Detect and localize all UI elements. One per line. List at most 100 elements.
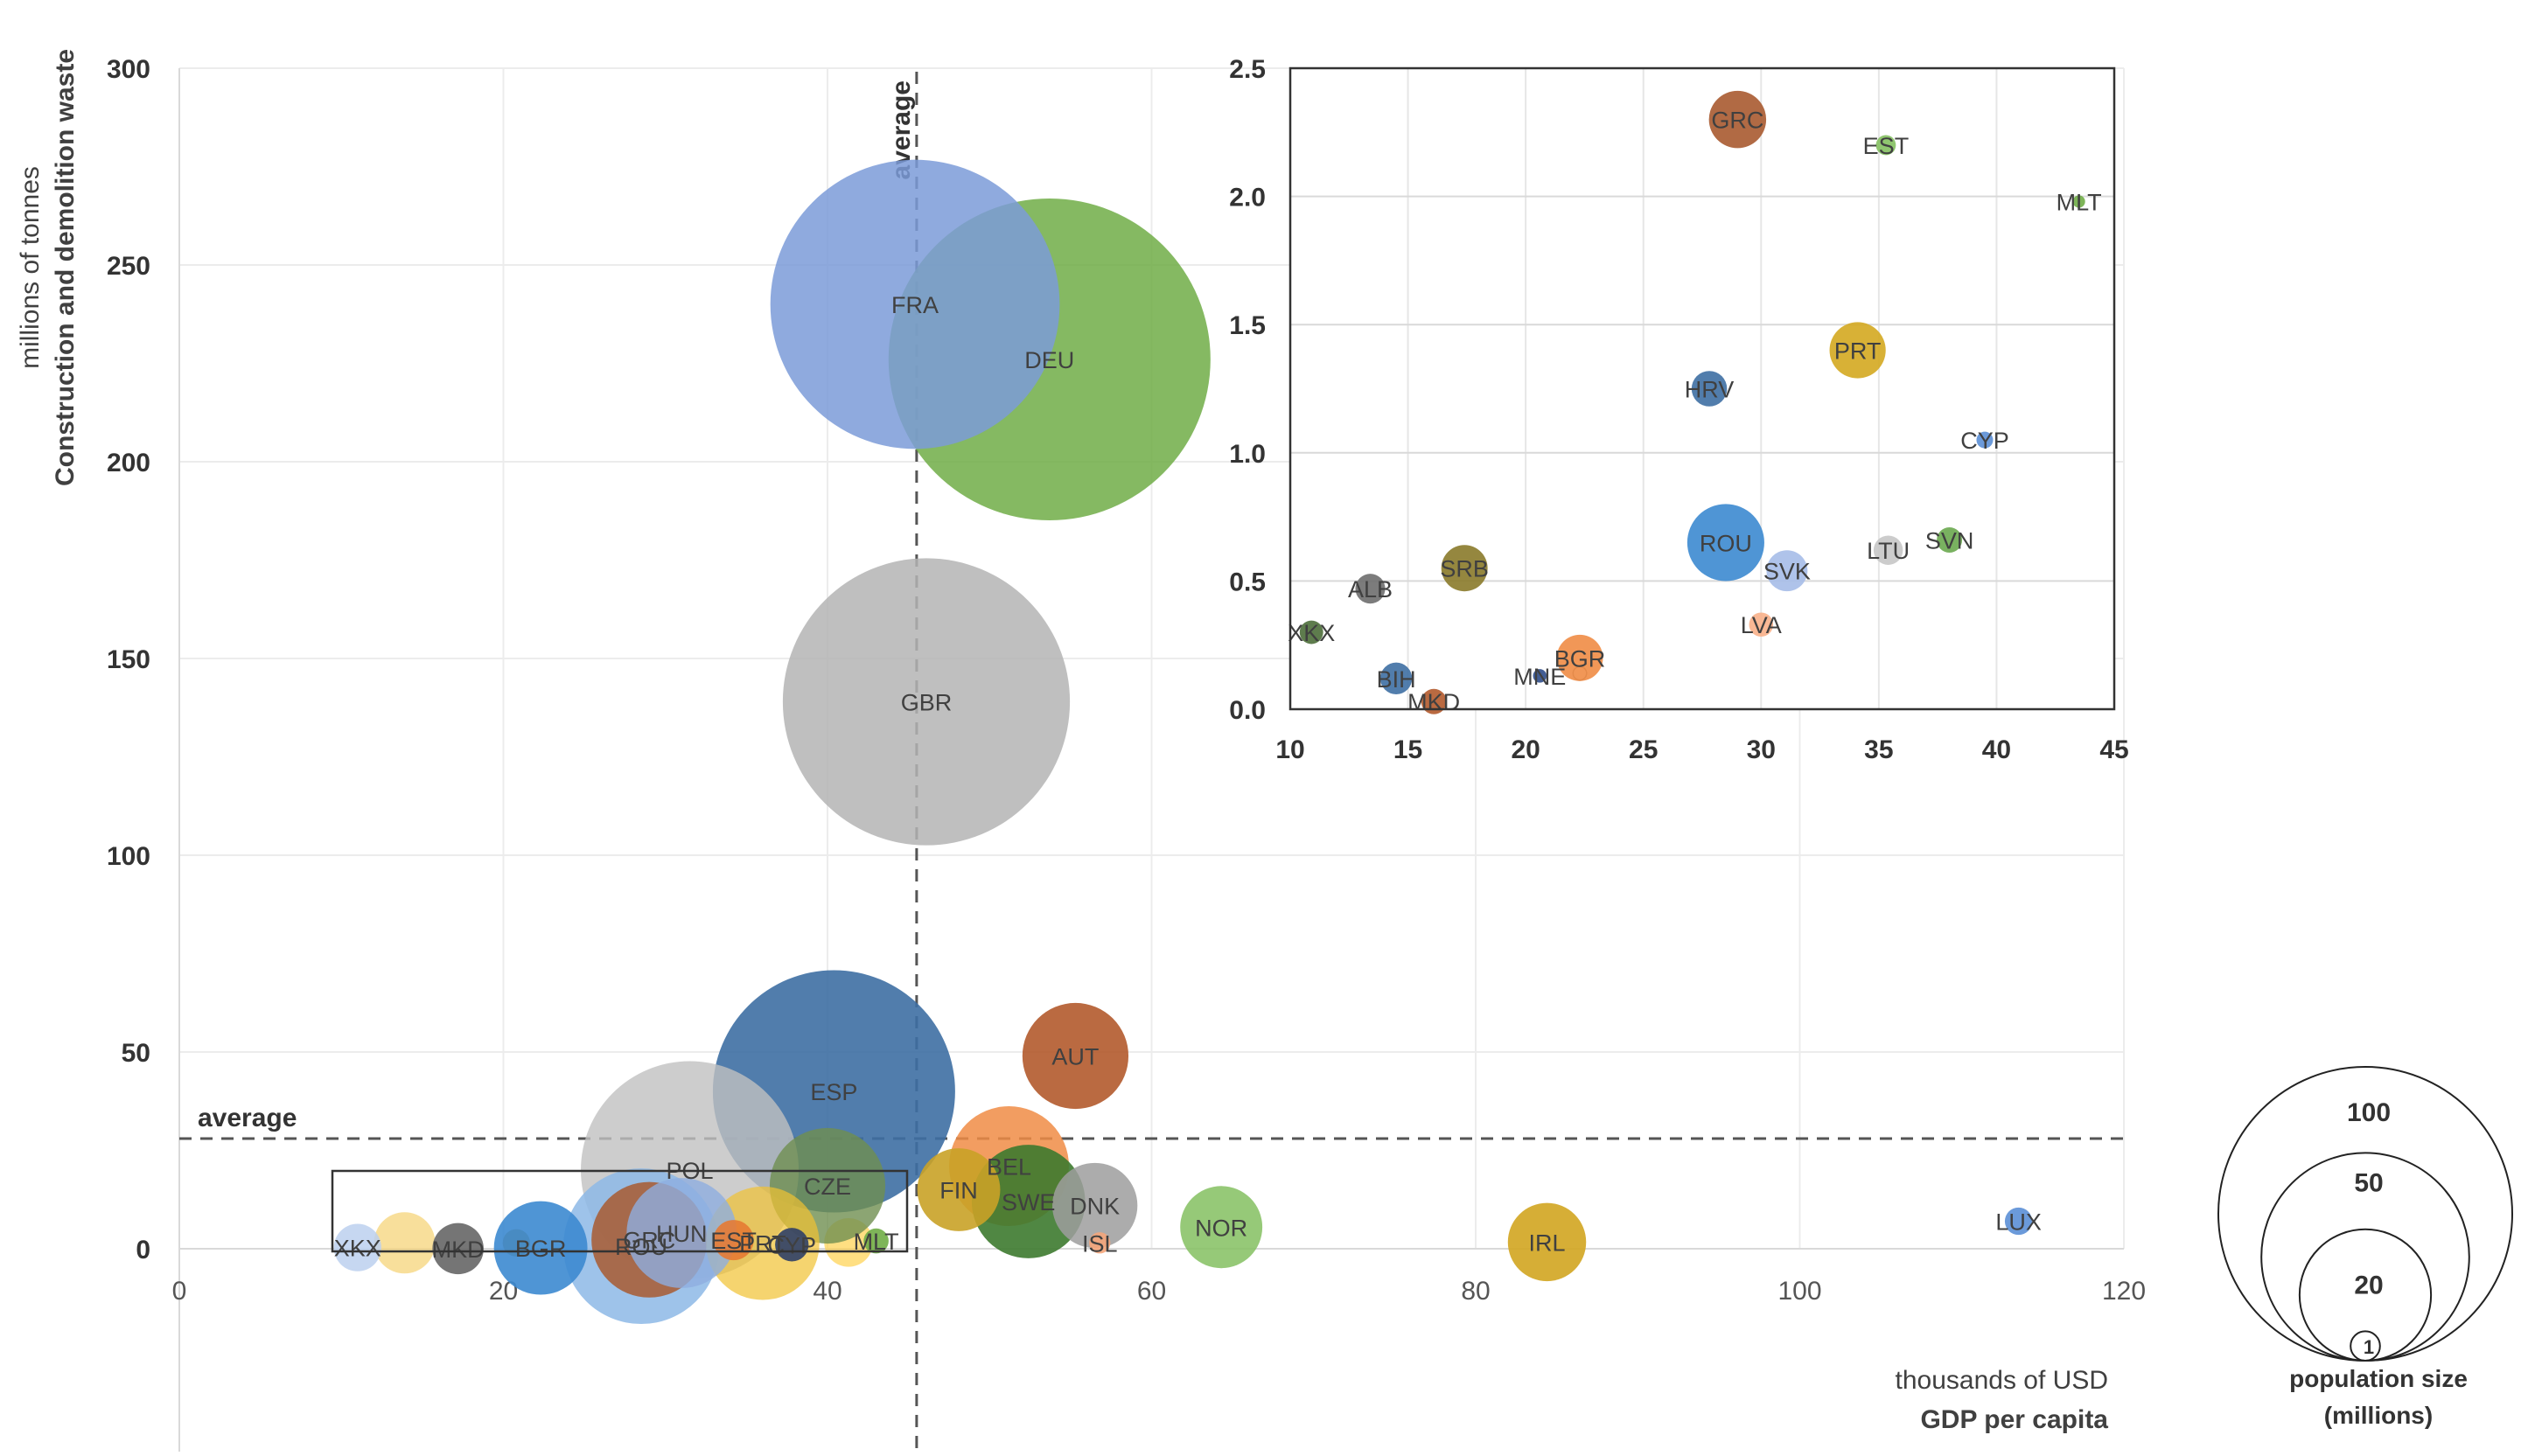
bubble-label-aut: AUT xyxy=(1051,1044,1099,1070)
bubble-label-prt: PRT xyxy=(739,1231,786,1257)
main-y-tick-label: 250 xyxy=(107,252,150,281)
inset-bubble-label-bih: BIH xyxy=(1377,666,1416,693)
inset-bubble-xkx xyxy=(1299,620,1323,644)
bubble-fra xyxy=(770,159,1060,449)
inset-bubble-label-bgr: BGR xyxy=(1554,645,1606,672)
main-y-tick-label: 0 xyxy=(136,1236,150,1264)
inset-gridlines xyxy=(1290,68,2114,709)
inset-bubble-rou xyxy=(1686,504,1764,582)
x-axis-title: GDP per capita xyxy=(1920,1405,2108,1434)
inset-bubble-label-mkd: MKD xyxy=(1407,689,1460,715)
legend-title-line2: (millions) xyxy=(2324,1402,2433,1429)
inset-bubble-label-alb: ALB xyxy=(1348,576,1393,603)
inset-bubble-label-svk: SVK xyxy=(1763,559,1811,585)
inset-tick-labels: 10 15 20 25 30 35 40 45 0.0 0.5 1.0 1.5 2.0 2.5 xyxy=(1229,55,2128,764)
bubble-label-lux: LUX xyxy=(1995,1209,2042,1236)
inset-bubble-mkd xyxy=(1421,688,1447,714)
inset-bubble-label-svn: SVN xyxy=(1925,527,1974,554)
main-x-tick-label: 60 xyxy=(1137,1277,1166,1306)
bubble-irl xyxy=(1507,1202,1587,1282)
y-average-label: average xyxy=(198,1104,297,1132)
bubble-cyp xyxy=(775,1228,809,1262)
inset-x-tick-label: 15 xyxy=(1393,735,1422,764)
bubble-label-dnk: DNK xyxy=(1070,1194,1120,1220)
inset-y-tick-label: 2.5 xyxy=(1229,55,1266,84)
inset-bubble-mne xyxy=(1533,669,1547,683)
inset-bubble-srb xyxy=(1441,545,1488,592)
bubble-nor xyxy=(1180,1186,1263,1269)
inset-y-tick-label: 2.0 xyxy=(1229,184,1266,212)
legend-circle-1 xyxy=(2350,1330,2381,1362)
bubble-label-cze: CZE xyxy=(804,1174,851,1200)
inset-x-tick-label: 35 xyxy=(1864,735,1893,764)
main-y-tick-label: 150 xyxy=(107,645,150,674)
bubble-label-bel: BEL xyxy=(987,1154,1031,1181)
bubble-label-hun: HUN xyxy=(656,1221,708,1247)
y-axis-title: Construction and demolition waste xyxy=(51,49,80,486)
inset-bubble-label-prt: PRT xyxy=(1834,338,1882,365)
inset-bubble-prt xyxy=(1829,322,1886,379)
inset-x-tick-label: 10 xyxy=(1275,735,1304,764)
inset-bubble-label-srb: SRB xyxy=(1440,556,1489,582)
inset-bubble-bgr xyxy=(1556,634,1603,681)
inset-bubble-grc xyxy=(1708,90,1767,149)
bubble-label-fin: FIN xyxy=(939,1178,978,1204)
legend-label-1: 1 xyxy=(2364,1336,2374,1358)
inset-bubble-label-ltu: LTU xyxy=(1867,538,1910,564)
bubble-aut xyxy=(1022,1002,1129,1110)
inset-bubble-label-cyp: CYP xyxy=(1960,428,2009,454)
bubble-label-isl: ISL xyxy=(1082,1230,1118,1257)
inset-x-tick-label: 30 xyxy=(1747,735,1776,764)
inset-bubble-ltu xyxy=(1873,535,1903,565)
main-y-tick-label: 50 xyxy=(122,1039,150,1068)
population-size-legend: 100 50 20 1 xyxy=(2217,1066,2513,1362)
inset-bubble-label-mne: MNE xyxy=(1513,664,1566,690)
legend-label-100: 100 xyxy=(2347,1098,2391,1127)
bubble-prt xyxy=(706,1186,820,1300)
main-tick-labels: 0 20 40 60 80 100 120 0 50 100 150 200 250 300 xyxy=(107,55,2146,1306)
bubble-label-bgr: BGR xyxy=(515,1236,567,1262)
inset-bubble-cyp xyxy=(1976,431,1994,449)
main-x-tick-label: 0 xyxy=(172,1277,187,1306)
main-y-tick-label: 200 xyxy=(107,449,150,477)
inset-chart: 10 15 20 25 30 35 40 45 0.0 0.5 1.0 1.5 2.0 2.5 GRC ES… xyxy=(1229,55,2128,764)
bubble-label-esp: ESP xyxy=(810,1079,857,1105)
main-x-tick-label: 80 xyxy=(1461,1277,1490,1306)
inset-bubble-label-grc: GRC xyxy=(1711,108,1763,134)
bubble-dnk xyxy=(1052,1162,1138,1249)
inset-bubble-bih xyxy=(1379,662,1413,694)
bubble-label-mkd: MKD xyxy=(432,1237,485,1263)
y-axis-unit: millions of tonnes xyxy=(16,166,45,369)
inset-bubble-svn xyxy=(1937,526,1963,553)
inset-frame xyxy=(1288,66,2116,711)
inset-bubble-mlt xyxy=(2072,195,2085,208)
inset-y-tick-label: 1.5 xyxy=(1229,311,1266,340)
bubble-isl xyxy=(1089,1232,1111,1254)
bubble-bgr xyxy=(493,1201,588,1295)
bubble-fin xyxy=(917,1148,1001,1231)
bubble-label-swe: SWE xyxy=(1002,1189,1056,1216)
main-x-tick-label: 120 xyxy=(2102,1277,2146,1306)
inset-x-tick-label: 40 xyxy=(1982,735,2011,764)
inset-bubble-label-est: EST xyxy=(1863,133,1910,159)
bubble-label-est: EST xyxy=(710,1228,757,1254)
inset-bubble-label-lva: LVA xyxy=(1741,612,1782,638)
main-x-tick-label: 40 xyxy=(813,1277,841,1306)
inset-x-tick-label: 45 xyxy=(2099,735,2128,764)
inset-bubble-alb xyxy=(1355,574,1386,604)
inset-y-tick-label: 0.5 xyxy=(1229,568,1266,596)
legend-label-50: 50 xyxy=(2354,1168,2383,1197)
main-y-tick-label: 300 xyxy=(107,55,150,84)
inset-bubble-label-xkx: XKX xyxy=(1288,620,1335,646)
bubble-label-gbr: GBR xyxy=(901,690,953,716)
bubble-label-xkx: XKX xyxy=(334,1236,381,1262)
bubble-label-cyp: CYP xyxy=(767,1232,816,1258)
inset-bubble-hrv xyxy=(1691,371,1728,407)
bubble-gbr xyxy=(782,558,1071,846)
x-axis-unit: thousands of USD xyxy=(1896,1366,2108,1395)
inset-bubble-label-rou: ROU xyxy=(1700,530,1752,556)
bubble-swe xyxy=(971,1145,1086,1258)
bubble-hun xyxy=(626,1178,737,1288)
